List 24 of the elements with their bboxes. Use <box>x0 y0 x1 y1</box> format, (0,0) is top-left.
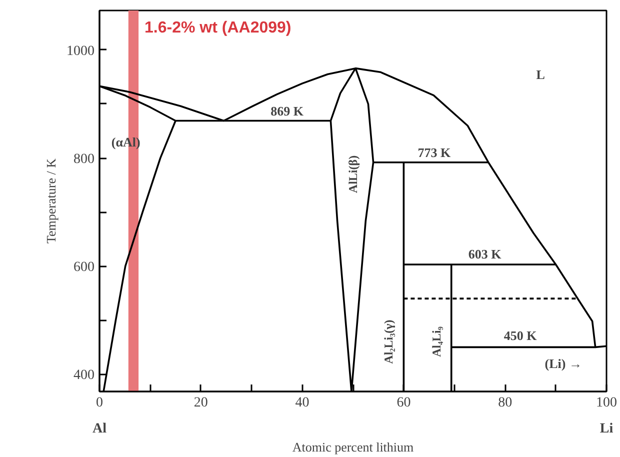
annotation: Al₄Li₉ <box>430 326 444 358</box>
x-tick-label: 0 <box>96 396 103 410</box>
annotation: 773 K <box>418 145 452 160</box>
y-tick-label: 400 <box>74 368 94 384</box>
x-tick-label: 60 <box>396 396 411 410</box>
x-axis-title: Atomic percent lithium <box>292 440 414 454</box>
annotation: 869 K <box>270 104 304 119</box>
text: Li <box>600 422 614 436</box>
x-tick-label: 100 <box>596 396 617 410</box>
band-label: 1.6-2% wt (AA2099) <box>144 20 292 36</box>
x-tick-label: 40 <box>295 396 310 410</box>
annotation: AlLi(β) <box>346 155 360 194</box>
y-axis-title: Temperature / K <box>44 158 58 244</box>
annotation: 603 K <box>468 246 502 262</box>
annotation: L <box>536 66 546 82</box>
y-tick-label: 800 <box>74 152 94 168</box>
y-tick-label: 600 <box>74 260 94 276</box>
annotation: Al₂Li₃(γ) <box>381 320 396 364</box>
annotation: (Li) → <box>544 356 582 371</box>
x-tick-label: 20 <box>194 396 208 410</box>
y-tick-label: 1000 <box>66 44 94 59</box>
annotation: 450 K <box>504 328 538 343</box>
text: Al <box>92 422 107 436</box>
x-tick-label: 80 <box>498 396 512 410</box>
